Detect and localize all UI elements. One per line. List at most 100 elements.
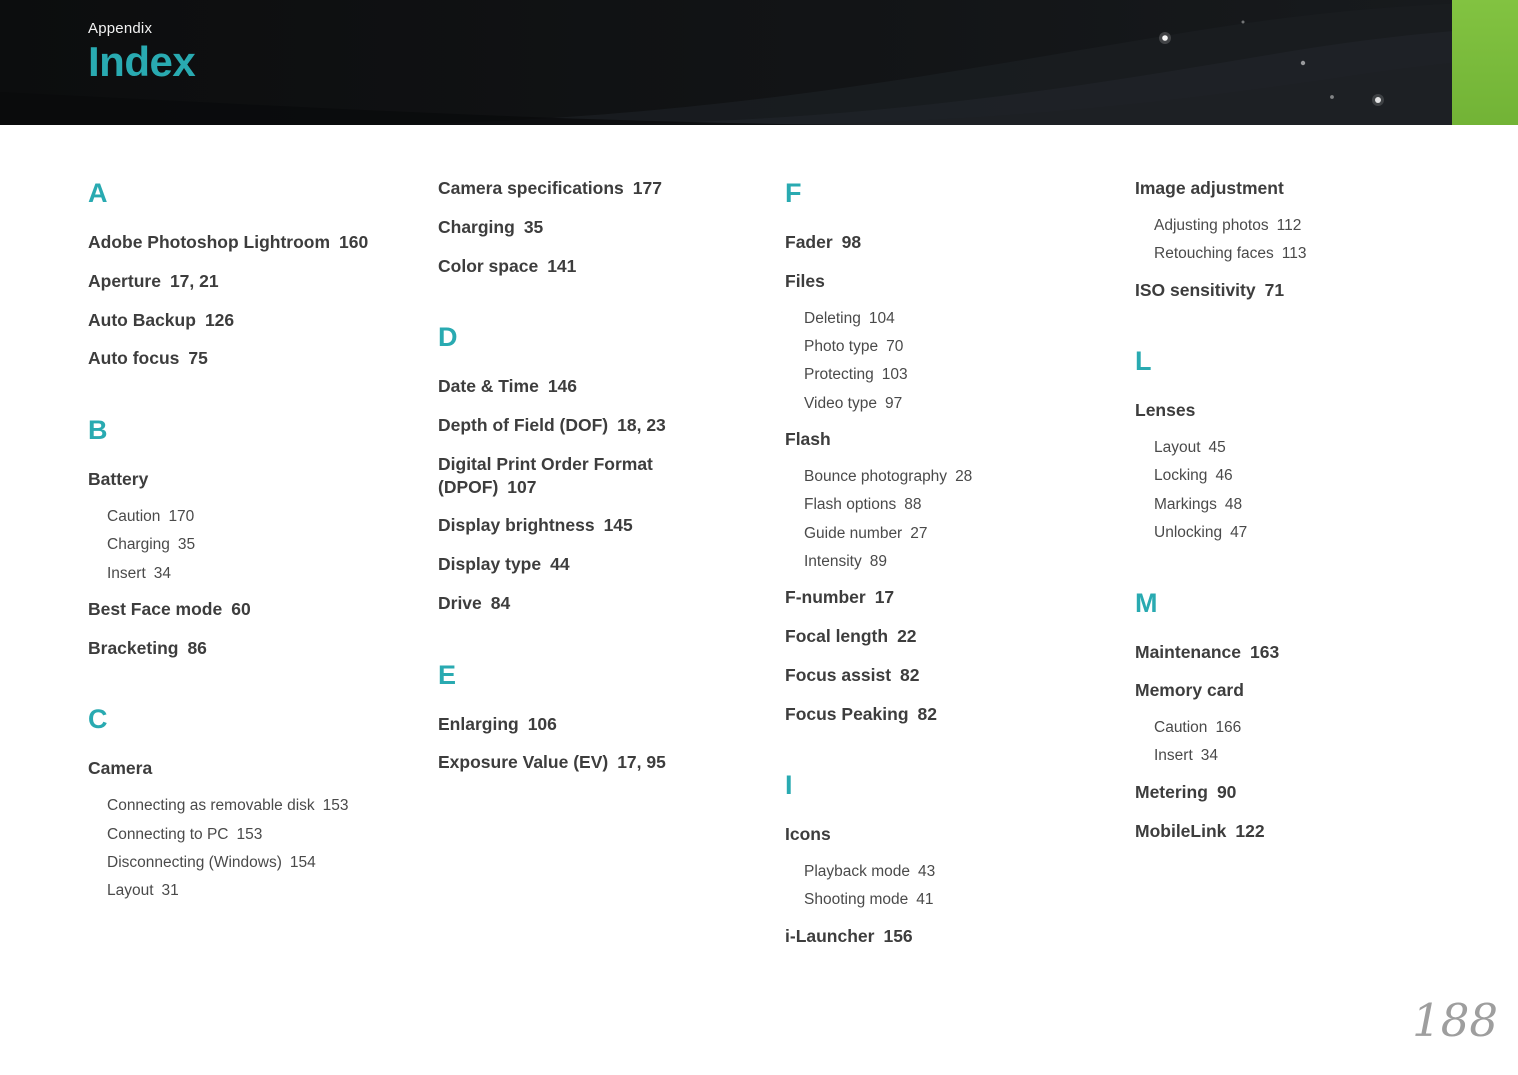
entry-page-number: 104 <box>868 309 895 327</box>
entry-page-number: 27 <box>910 524 928 542</box>
index-column: A Adobe Photoshop Lightroom 160 Aperture 17,… <box>88 177 438 910</box>
entry-page-number: 107 <box>507 476 537 497</box>
entry-label: Deleting <box>804 309 861 327</box>
index-section: C Camera Connecting as removable disk 153 Co… <box>88 703 438 900</box>
page-title: Index <box>88 38 196 85</box>
section-letter: D <box>438 322 458 353</box>
index-entry: Insert 34 <box>1154 746 1429 765</box>
entry-page-number: 75 <box>188 348 208 369</box>
entry-page-number: 35 <box>177 536 196 554</box>
entry-page-number: 122 <box>1235 820 1265 841</box>
entry-page-number: 47 <box>1230 524 1248 542</box>
entry-label: Photo type <box>804 337 879 355</box>
entry-label: Adjusting photos <box>1154 216 1269 234</box>
entry-label: Display type <box>438 554 542 574</box>
entry-page-number: 90 <box>1216 781 1237 802</box>
index-entry: Focus assist 82 <box>785 664 1077 687</box>
index-entry: Auto Backup 126 <box>88 309 380 332</box>
entry-page-number: 70 <box>886 337 904 355</box>
entry-page-number: 44 <box>550 554 570 574</box>
index-entry: Maintenance 163 <box>1135 641 1427 664</box>
index-entry: Bracketing 86 <box>88 637 380 660</box>
entry-label: Auto focus <box>88 348 180 369</box>
index-entry: Retouching faces 113 <box>1154 244 1429 263</box>
entry-label: Markings <box>1154 495 1217 513</box>
entry-label: Color space <box>438 255 539 276</box>
entry-page-number: 103 <box>881 366 908 384</box>
entry-page-number: 89 <box>869 552 887 570</box>
entry-label: Unlocking <box>1154 524 1223 542</box>
entry-label: Lenses <box>1135 400 1196 421</box>
entry-page-number: 18, 23 <box>617 415 666 435</box>
entry-page-number: 43 <box>917 863 936 880</box>
entry-page-number: 141 <box>547 255 577 276</box>
entry-label: Files <box>785 270 825 291</box>
index-entry: Caution 166 <box>1154 718 1429 737</box>
entry-label: Layout <box>107 882 154 900</box>
sparkle-dots <box>1159 20 1384 106</box>
entry-page-number: 154 <box>289 853 316 871</box>
index-section: F Fader 98 Files Deleting 104 Photo type 70 Prot… <box>785 177 1135 725</box>
section-letter: I <box>785 770 793 801</box>
index-entry: Battery <box>88 468 380 491</box>
entry-label: Best Face mode <box>88 598 223 619</box>
entry-page-number: 145 <box>603 515 633 536</box>
entry-page-number: 34 <box>1200 747 1219 765</box>
index-entry: Drive 84 <box>438 592 730 615</box>
index-entry: Playback mode 43 <box>804 862 1079 881</box>
index-entry: Flash <box>785 428 1077 451</box>
entry-label: Auto Backup <box>88 309 196 330</box>
index-entry: Aperture 17, 21 <box>88 270 380 293</box>
entry-page-number: 163 <box>1250 641 1280 662</box>
section-letter: E <box>438 659 457 690</box>
index-entry: Disconnecting (Windows) 154 <box>107 853 382 872</box>
entry-label: Enlarging <box>438 713 519 734</box>
entry-page-number: 146 <box>547 376 578 397</box>
entry-page-number: 60 <box>231 598 251 619</box>
entry-label: MobileLink <box>1135 820 1227 841</box>
entry-label: Charging <box>107 536 170 554</box>
entry-label: Aperture <box>88 270 161 291</box>
index-section: I Icons Playback mode 43 Shooting mode 41 i-La… <box>785 769 1135 947</box>
index-entry: Flash options 88 <box>804 495 1079 514</box>
index-entry: Exposure Value (EV) 17, 95 <box>438 751 730 774</box>
index-entry: Enlarging 106 <box>438 713 730 736</box>
entry-label: Icons <box>785 824 831 845</box>
entry-label: Video type <box>804 394 877 412</box>
entry-page-number: 31 <box>161 882 179 900</box>
entry-page-number: 17 <box>874 587 895 608</box>
index-entry: Insert 34 <box>107 564 382 583</box>
index-entry: Metering 90 <box>1135 781 1427 804</box>
entry-page-number: 82 <box>917 703 937 724</box>
entry-label: Guide number <box>804 524 903 542</box>
entry-page-number: 106 <box>527 713 557 734</box>
index-section: D Date & Time 146 Depth of Field (DOF) 18, 2… <box>438 321 785 614</box>
index-entry: Shooting mode 41 <box>804 890 1079 909</box>
section-letter: A <box>88 178 108 208</box>
entry-page-number: 35 <box>523 216 544 237</box>
entry-label: Focal length <box>785 626 889 646</box>
entry-label: Caution <box>1154 719 1208 736</box>
index-entry: Charging 35 <box>107 535 382 554</box>
index-entry: Photo type 70 <box>804 337 1079 356</box>
entry-label: Battery <box>88 469 149 489</box>
entry-page-number: 126 <box>204 309 235 330</box>
index-entry: Display type 44 <box>438 553 730 576</box>
index-entry: Fader 98 <box>785 231 1077 254</box>
index-entry: Unlocking 47 <box>1154 523 1429 542</box>
breadcrumb: Appendix <box>88 20 153 37</box>
index-section: M Maintenance 163 Memory card Caution 166 Inse… <box>1135 587 1515 843</box>
index-columns: A Adobe Photoshop Lightroom 160 Aperture 17,… <box>0 125 1518 964</box>
index-entry: Camera specifications 177 <box>438 177 730 200</box>
entry-label: Camera <box>88 758 153 779</box>
entry-page-number: 48 <box>1224 495 1243 513</box>
index-entry: Lenses <box>1135 399 1427 422</box>
index-entry: Depth of Field (DOF) 18, 23 <box>438 414 730 437</box>
entry-label: Shooting mode <box>804 891 909 909</box>
index-entry: Color space 141 <box>438 255 730 278</box>
entry-page-number: 86 <box>187 637 207 658</box>
section-letter: C <box>88 704 108 735</box>
index-section: A Adobe Photoshop Lightroom 160 Aperture 17,… <box>88 177 438 370</box>
entry-label: Digital Print Order Format (DPOF) <box>438 453 653 497</box>
